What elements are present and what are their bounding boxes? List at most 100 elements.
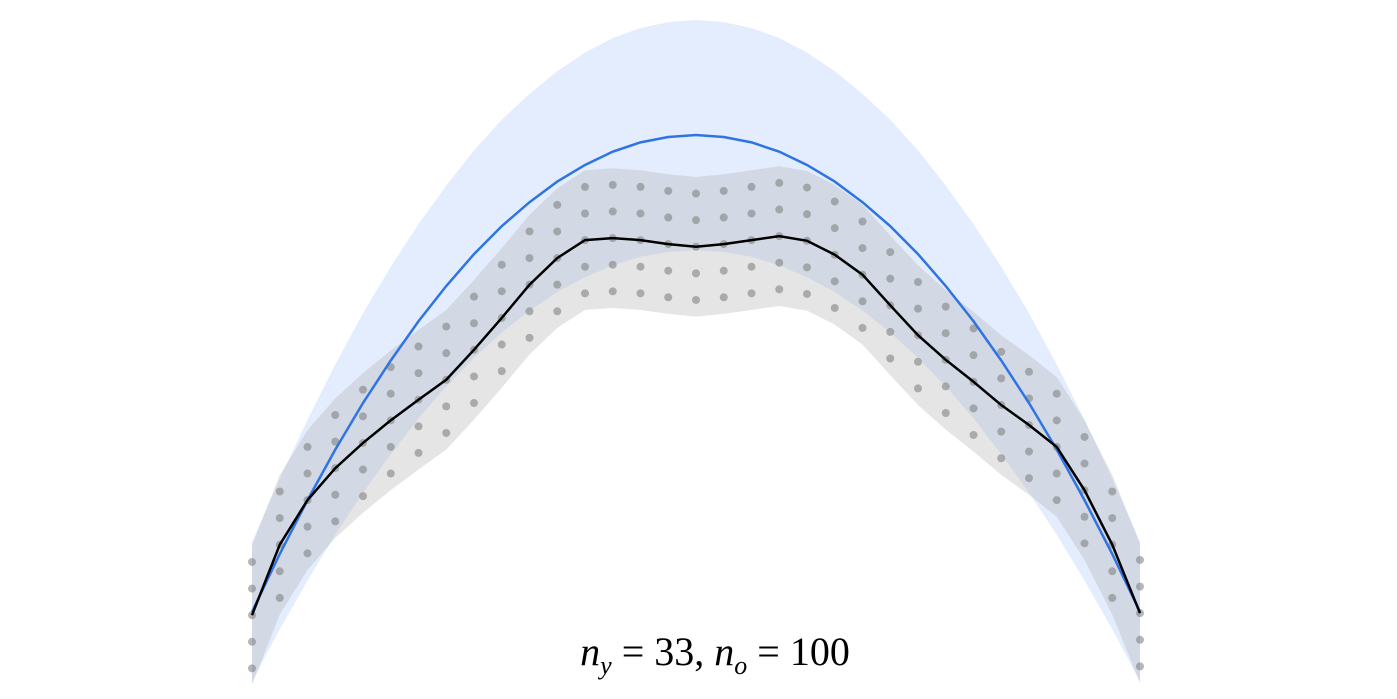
series-line: [250, 133, 1142, 613]
observation-dot: [470, 399, 478, 408]
observation-dot: [303, 469, 312, 478]
title-part: = 100: [747, 629, 850, 674]
observation-dot: [719, 213, 728, 222]
observation-dot: [303, 522, 312, 531]
observation-dot: [636, 289, 645, 298]
observation-dot: [581, 209, 589, 218]
observation-dot: [1136, 555, 1144, 564]
observation-dot: [414, 369, 423, 378]
observation-dot: [692, 216, 700, 225]
observation-dot: [248, 557, 256, 566]
observation-dot: [664, 293, 673, 302]
observation-dot: [747, 182, 756, 191]
observation-dot: [497, 287, 506, 296]
title-part: y: [597, 651, 612, 680]
series-line: [250, 234, 1142, 616]
observation-dot: [581, 262, 589, 271]
observation-dot: [497, 367, 506, 376]
observation-dot: [664, 213, 673, 222]
observation-dot: [442, 428, 451, 437]
observation-dot: [664, 186, 673, 195]
observation-dot: [1136, 662, 1144, 671]
observation-dot: [386, 469, 395, 478]
observation-dot: [525, 254, 534, 263]
observation-dot: [608, 207, 617, 216]
observation-dot: [858, 217, 867, 226]
observation-dot: [1080, 432, 1089, 441]
observation-dot: [664, 266, 673, 275]
observation-dot: [1108, 567, 1117, 576]
title-part: n: [580, 629, 600, 674]
observation-dot: [719, 266, 728, 275]
observation-dot: [1025, 474, 1033, 483]
observation-dot: [275, 593, 284, 602]
observation-dot: [1052, 469, 1061, 478]
observation-dot: [719, 293, 728, 302]
observation-dot: [692, 189, 700, 198]
observation-dot: [414, 448, 423, 457]
observation-dot: [248, 637, 256, 646]
observation-dot: [636, 209, 645, 218]
observation-dot: [886, 248, 895, 257]
observation-dot: [275, 514, 284, 523]
observation-dot: [442, 349, 451, 358]
observation-dot: [886, 354, 895, 363]
observation-dot: [525, 333, 534, 342]
observation-dot: [914, 304, 922, 313]
observation-dot: [803, 263, 811, 272]
observation-dot: [248, 664, 256, 673]
observation-dot: [608, 260, 617, 269]
confidence-band: [252, 20, 1140, 682]
observation-dot: [1052, 496, 1061, 505]
observation-dot: [997, 374, 1006, 383]
observation-dot: [830, 303, 839, 312]
observation-dot: [1025, 367, 1033, 376]
observation-dot: [525, 227, 534, 236]
plot-area: [248, 20, 1144, 686]
observation-dot: [331, 490, 340, 499]
observation-dot: [969, 404, 978, 413]
observation-dot: [525, 307, 534, 316]
observation-dot: [248, 584, 256, 593]
observation-dot: [858, 323, 867, 332]
observation-dot: [969, 351, 978, 360]
observation-dot: [886, 274, 895, 283]
observation-dot: [858, 297, 867, 306]
observation-dot: [608, 180, 617, 189]
observation-dot: [497, 260, 506, 269]
observation-dot: [608, 287, 617, 296]
observation-dot: [1080, 539, 1089, 548]
observation-dot: [803, 289, 811, 298]
observation-dot: [386, 389, 395, 398]
observation-dot: [1080, 512, 1089, 521]
observation-dot: [941, 302, 950, 311]
observation-dot: [275, 567, 284, 576]
observation-dot: [359, 492, 367, 501]
observation-dot: [997, 347, 1006, 356]
observation-dot: [692, 269, 700, 278]
observation-dot: [553, 200, 562, 209]
observation-dot: [359, 412, 367, 421]
observation-dot: [1136, 635, 1144, 644]
observation-dot: [553, 280, 562, 289]
observation-dot: [442, 322, 451, 331]
observation-dot: [1108, 514, 1117, 523]
observation-dot: [775, 285, 784, 294]
observation-dot: [941, 382, 950, 391]
observation-dot: [719, 186, 728, 195]
observation-dot: [581, 289, 589, 298]
observation-dot: [414, 422, 423, 431]
observation-dot: [1108, 593, 1117, 602]
observation-dot: [386, 442, 395, 451]
observation-dot: [775, 258, 784, 267]
observation-dot: [941, 329, 950, 338]
observation-dot: [553, 227, 562, 236]
observation-dot: [914, 357, 922, 366]
observation-dot: [470, 292, 478, 301]
observation-dot: [858, 244, 867, 253]
observation-dot: [1025, 447, 1033, 456]
observation-dot: [470, 319, 478, 328]
observation-dot: [1108, 487, 1117, 496]
observation-dot: [886, 327, 895, 336]
